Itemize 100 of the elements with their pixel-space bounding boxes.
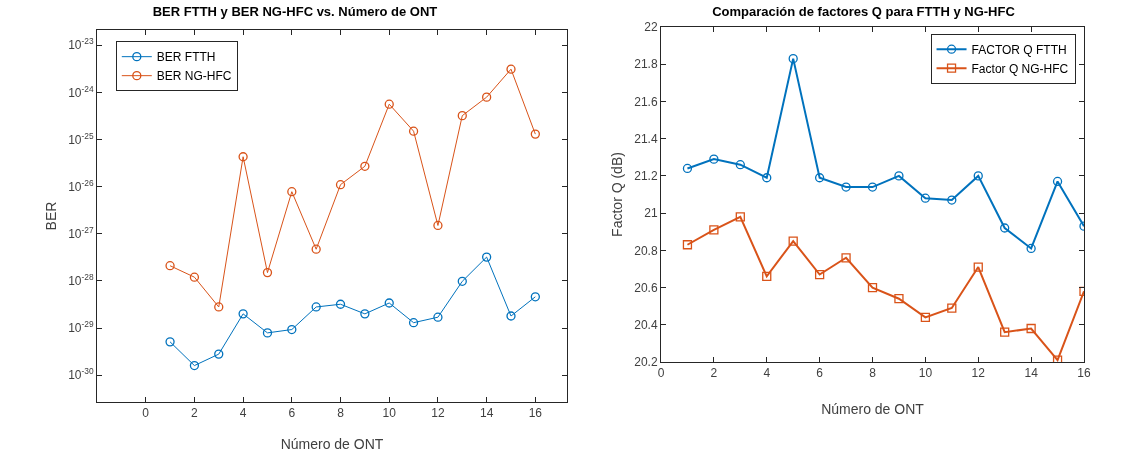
x-tick-label: 0 [657, 366, 665, 381]
x-tick-label: 12 [431, 406, 445, 421]
point [894, 171, 904, 181]
legend-label: BER NG-HFC [156, 69, 232, 84]
point [384, 298, 394, 308]
x-tick-label: 6 [816, 366, 824, 381]
point [335, 299, 346, 309]
point [920, 193, 931, 203]
y-tick-label: 20.6 [634, 280, 658, 295]
y-tick-label: 10$^{-24}$ [68, 83, 94, 100]
point [457, 276, 467, 286]
y-tick-label: 21.6 [634, 94, 658, 109]
point [920, 312, 931, 322]
point [762, 173, 772, 183]
legend-label: FACTOR Q FTTH [971, 42, 1067, 57]
x-tick-label: 14 [479, 406, 494, 421]
point [1026, 323, 1036, 334]
point [682, 163, 693, 174]
point [189, 360, 200, 371]
y-tick-label: 22 [644, 20, 658, 35]
point [481, 252, 492, 262]
y-tick-label: 10$^{-26}$ [68, 177, 94, 194]
point [433, 220, 443, 231]
x-tick-label: 4 [239, 406, 247, 421]
point [709, 154, 719, 164]
chart-title: BER FTTH y BER NG-HFC vs. Número de ONT [152, 3, 438, 19]
y-tick-label: 20.8 [634, 243, 658, 258]
y-tick-label: 10$^{-23}$ [68, 36, 94, 53]
point [973, 262, 983, 272]
point [214, 302, 224, 312]
point [287, 187, 297, 197]
x-tick-label: 14 [1024, 366, 1039, 381]
x-tick-label: 8 [869, 366, 877, 381]
point [238, 152, 248, 162]
point [311, 302, 321, 312]
x-tick-label: 16 [1077, 366, 1091, 381]
point [262, 328, 273, 338]
point [287, 324, 297, 335]
point [214, 349, 224, 359]
point [433, 312, 443, 322]
point [947, 303, 957, 313]
point [1000, 327, 1010, 337]
point [814, 269, 825, 280]
point [262, 267, 273, 278]
point [530, 129, 540, 139]
x-tick-label: 8 [337, 406, 345, 421]
x-tick-label: 6 [288, 406, 296, 421]
point [762, 271, 772, 282]
point [384, 99, 394, 109]
point [1026, 243, 1036, 254]
point [311, 244, 321, 254]
point [735, 212, 745, 222]
point [360, 309, 370, 319]
x-tick-label: 10 [382, 406, 397, 421]
x-tick-label: 0 [142, 406, 150, 421]
x-axis-title: Número de ONT [821, 401, 925, 417]
point [867, 182, 878, 192]
y-tick-label: 21 [644, 206, 658, 221]
point [238, 309, 248, 319]
point [867, 282, 878, 293]
x-tick-label: 10 [918, 366, 933, 381]
x-axis-title: Número de ONT [280, 436, 384, 452]
y-axis-title: BER [42, 201, 59, 231]
y-axis-title: Factor Q (dB) [608, 152, 625, 237]
point [841, 253, 851, 263]
y-tick-label: 10$^{-29}$ [68, 319, 94, 336]
point [165, 337, 175, 347]
point [894, 294, 904, 304]
y-tick-label: 21.4 [634, 131, 658, 146]
point [530, 292, 540, 302]
point [682, 240, 693, 250]
x-tick-label: 4 [763, 366, 771, 381]
legend-label: Factor Q NG-HFC [971, 61, 1069, 76]
point [814, 173, 825, 183]
point [506, 64, 516, 74]
point [788, 53, 798, 64]
point [457, 111, 467, 121]
point [408, 318, 419, 328]
point [189, 272, 200, 282]
point [165, 261, 175, 271]
point [709, 225, 719, 235]
point [408, 126, 419, 136]
point [788, 236, 798, 246]
y-tick-label: 21.2 [634, 169, 658, 184]
x-tick-label: 12 [971, 366, 986, 381]
x-tick-label: 2 [710, 366, 718, 381]
y-tick-label: 10$^{-27}$ [68, 224, 94, 241]
y-tick-label: 21.8 [634, 57, 658, 72]
point [1000, 223, 1010, 233]
point [947, 195, 957, 205]
x-tick-label: 2 [191, 406, 199, 421]
point [481, 92, 492, 102]
point [506, 311, 516, 321]
x-tick-label: 16 [528, 406, 543, 421]
legend-label: BER FTTH [156, 50, 216, 65]
point [735, 160, 745, 170]
point [360, 161, 370, 171]
y-tick-label: 20.2 [634, 355, 658, 370]
y-tick-label: 10$^{-25}$ [68, 130, 94, 147]
point [335, 180, 346, 190]
